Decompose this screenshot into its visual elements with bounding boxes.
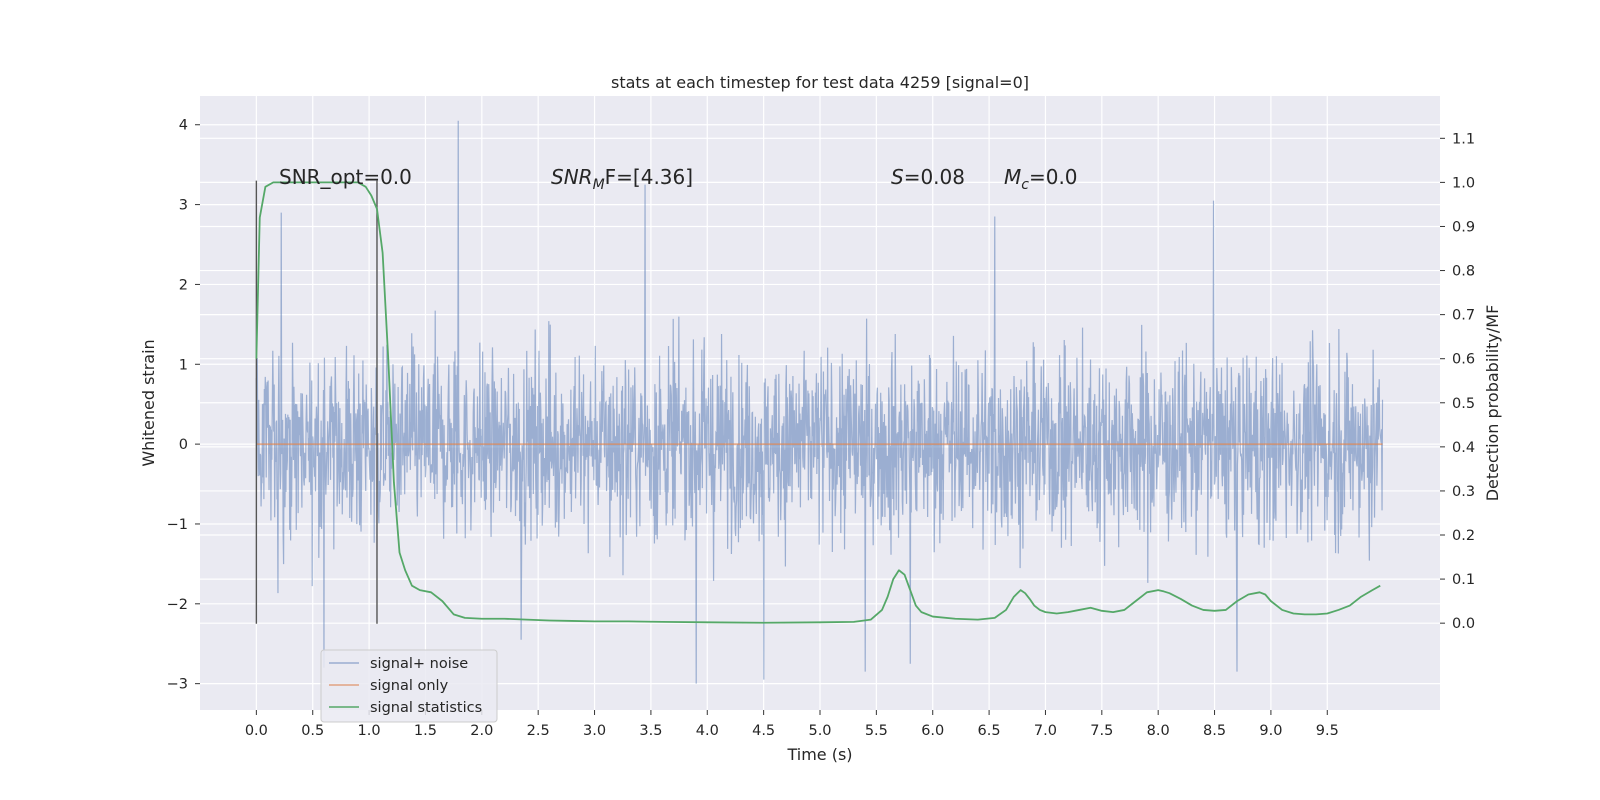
annotation-mc-sub: c (1021, 177, 1029, 193)
x-tick-label: 4.0 (696, 723, 719, 739)
y-right-tick-label: 0.0 (1452, 616, 1475, 632)
annotation-snr-mf-prefix: SNR (551, 165, 593, 189)
annotation-s: S=0.08 (891, 165, 965, 189)
annotation-snr-mf: SNRMF=[4.36] (551, 165, 693, 193)
y-right-tick-label: 0.5 (1452, 396, 1475, 412)
y-axis-left: 4 3 2 1 0 −1 −2 −3 (167, 118, 200, 693)
y-right-tick-label: 0.3 (1452, 484, 1475, 500)
x-axis-label: Time (s) (786, 745, 852, 764)
y-right-tick-label: 0.2 (1452, 528, 1475, 544)
legend: signal+ noise signal only signal statist… (320, 649, 498, 723)
y-right-tick-label: 0.9 (1452, 219, 1475, 235)
y-right-tick-label: 1.1 (1452, 131, 1475, 147)
legend-label-signal-noise: signal+ noise (370, 656, 468, 672)
x-tick-label: 2.5 (527, 723, 550, 739)
legend-label-signal-only: signal only (370, 678, 449, 694)
x-tick-label: 9.0 (1259, 723, 1282, 739)
annotation-s-value: =0.08 (904, 165, 965, 189)
x-tick-label: 6.0 (921, 723, 944, 739)
x-tick-label: 8.0 (1147, 723, 1170, 739)
x-tick-label: 4.5 (752, 723, 775, 739)
annotation-snr-mf-suffix: F=[4.36] (605, 165, 693, 189)
x-tick-label: 6.5 (978, 723, 1001, 739)
x-tick-label: 0.0 (245, 723, 268, 739)
x-tick-label: 1.5 (414, 723, 437, 739)
annotation-snr-opt: SNR_opt=0.0 (279, 165, 412, 189)
annotation-mc-value: =0.0 (1029, 165, 1078, 189)
vertical-markers (255, 180, 378, 624)
legend-label-signal-statistics: signal statistics (370, 700, 482, 716)
x-tick-label: 3.0 (583, 723, 606, 739)
x-tick-label: 0.5 (301, 723, 324, 739)
x-tick-label: 5.5 (865, 723, 888, 739)
y-right-tick-label: 0.4 (1452, 440, 1475, 456)
y-left-tick-label: 0 (179, 437, 188, 453)
y-left-tick-label: 4 (179, 118, 188, 134)
y-right-tick-label: 0.8 (1452, 264, 1475, 280)
x-tick-label: 9.5 (1316, 723, 1339, 739)
y-axis-left-label: Whitened strain (139, 339, 158, 466)
annotation-snr-mf-sub: M (593, 177, 605, 193)
signal-statistics-line (255, 181, 1381, 624)
x-tick-label: 7.5 (1090, 723, 1113, 739)
series-signal-statistics (255, 181, 1381, 624)
x-tick-label: 8.5 (1203, 723, 1226, 739)
y-axis-right: 1.1 1.0 0.9 0.8 0.7 0.6 0.5 0.4 0.3 0.2 0.1 0.0 (1440, 131, 1475, 632)
x-tick-label: 2.0 (470, 723, 493, 739)
x-tick-label: 7.0 (1034, 723, 1057, 739)
annotation-mc-label: M (1004, 165, 1021, 189)
legend-box (320, 649, 498, 723)
y-left-tick-label: −1 (167, 517, 188, 533)
y-left-tick-label: −2 (167, 597, 188, 613)
annotation-s-label: S (891, 165, 904, 189)
y-left-tick-label: 2 (179, 277, 188, 293)
annotation-mc: Mc=0.0 (1004, 165, 1078, 193)
y-axis-right-label: Detection probability/MF (1483, 305, 1502, 502)
y-left-tick-label: −3 (167, 677, 188, 693)
x-axis: 0.0 0.5 1.0 1.5 2.0 2.5 3.0 3.5 4.0 4.5 5.0 5.5 6.0 6… (245, 710, 1339, 739)
y-right-tick-label: 1.0 (1452, 175, 1475, 191)
x-tick-label: 5.0 (808, 723, 831, 739)
chart-title: stats at each timestep for test data 425… (611, 73, 1029, 92)
y-right-tick-label: 0.1 (1452, 572, 1475, 588)
x-tick-label: 3.5 (639, 723, 662, 739)
y-left-tick-label: 1 (179, 357, 188, 373)
y-right-tick-label: 0.6 (1452, 352, 1475, 368)
y-right-tick-label: 0.7 (1452, 308, 1475, 324)
y-left-tick-label: 3 (179, 198, 188, 214)
x-tick-label: 1.0 (358, 723, 381, 739)
